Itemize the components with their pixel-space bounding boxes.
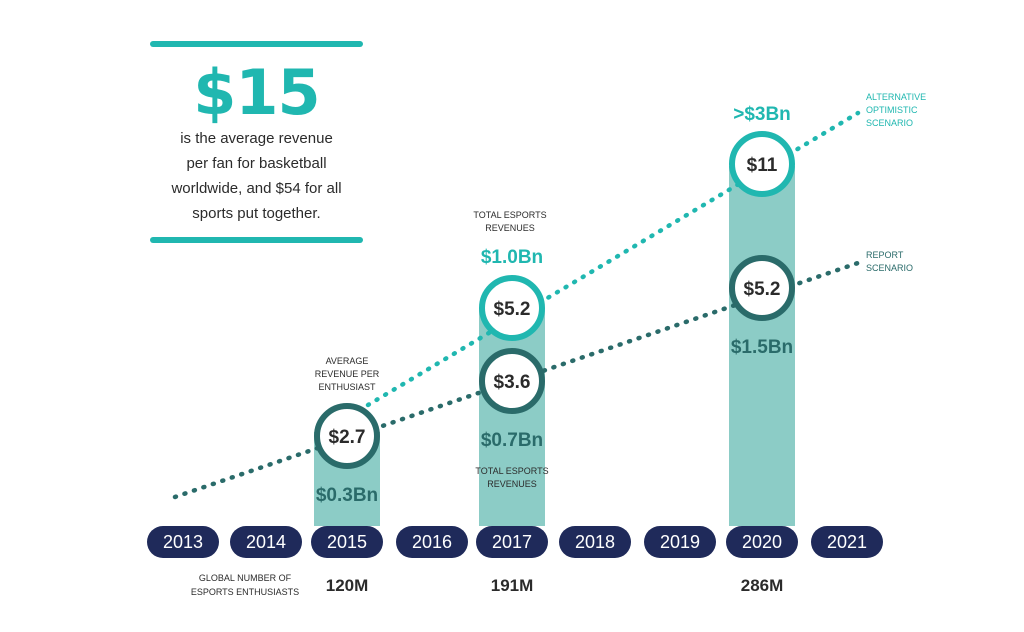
arpe-label-2017: $3.6 bbox=[494, 372, 531, 393]
total-revenue-annotation-bottom: TOTAL ESPORTS bbox=[475, 466, 548, 476]
year-pill-2019 bbox=[644, 526, 716, 558]
legend-report: REPORT bbox=[866, 250, 904, 260]
arpe-circle-2017 bbox=[479, 348, 545, 414]
bar-2017 bbox=[479, 308, 545, 526]
arpe-annotation: AVERAGE bbox=[326, 356, 369, 366]
arpe-circle-2020 bbox=[729, 131, 795, 197]
legend-alternative: ALTERNATIVE bbox=[866, 92, 926, 102]
year-pill-2020 bbox=[726, 526, 798, 558]
callout-line: per fan for basketball bbox=[186, 155, 327, 172]
year-label-2020: 2020 bbox=[742, 532, 782, 552]
total-revenue-annotation-bottom: REVENUES bbox=[487, 479, 537, 489]
callout-line: sports put together. bbox=[192, 205, 321, 222]
year-label-2016: 2016 bbox=[412, 532, 452, 552]
total-revenue-annotation-top: TOTAL ESPORTS bbox=[473, 210, 546, 220]
year-label-2017: 2017 bbox=[492, 532, 532, 552]
optimistic-revenue-2017: $1.0Bn bbox=[481, 247, 543, 268]
callout-line: is the average revenue bbox=[180, 130, 333, 147]
legend-alternative: OPTIMISTIC bbox=[866, 105, 918, 115]
enthusiasts-label: GLOBAL NUMBER OF bbox=[199, 573, 292, 583]
total-revenue-annotation-top: REVENUES bbox=[485, 223, 535, 233]
callout-bottom-rule bbox=[150, 237, 363, 243]
optimistic-revenue-2020: >$3Bn bbox=[733, 104, 791, 125]
year-label-2021: 2021 bbox=[827, 532, 867, 552]
year-label-2013: 2013 bbox=[163, 532, 203, 552]
year-pill-2017 bbox=[476, 526, 548, 558]
year-label-2018: 2018 bbox=[575, 532, 615, 552]
enthusiasts-value-2015: 120M bbox=[326, 576, 369, 595]
revenue-label-2017: $0.7Bn bbox=[481, 430, 543, 451]
enthusiasts-value-2017: 191M bbox=[491, 576, 534, 595]
year-label-2015: 2015 bbox=[327, 532, 367, 552]
arpe-label-2015: $2.7 bbox=[329, 427, 366, 448]
bar-2020 bbox=[729, 166, 795, 526]
arpe-circle-2017 bbox=[479, 275, 545, 341]
year-pill-2015 bbox=[311, 526, 383, 558]
callout-top-rule bbox=[150, 41, 363, 47]
legend-report: SCENARIO bbox=[866, 263, 913, 273]
enthusiasts-value-2020: 286M bbox=[741, 576, 784, 595]
year-label-2014: 2014 bbox=[246, 532, 286, 552]
callout-text: is the average revenue per fan for baske… bbox=[150, 126, 363, 226]
callout-line: worldwide, and $54 for all bbox=[171, 180, 342, 197]
enthusiasts-label: ESPORTS ENTHUSIASTS bbox=[191, 587, 299, 597]
arpe-label-2020: $11 bbox=[747, 155, 778, 176]
year-label-2019: 2019 bbox=[660, 532, 700, 552]
arpe-label-2020: $5.2 bbox=[744, 279, 781, 300]
year-pill-2013 bbox=[147, 526, 219, 558]
year-pill-2021 bbox=[811, 526, 883, 558]
arpe-circle-2015 bbox=[314, 403, 380, 469]
legend-alternative: SCENARIO bbox=[866, 118, 913, 128]
callout-headline: $15 bbox=[193, 56, 320, 129]
arpe-annotation: REVENUE PER bbox=[315, 369, 380, 379]
revenue-label-2020: $1.5Bn bbox=[731, 337, 793, 358]
year-pill-2018 bbox=[559, 526, 631, 558]
year-pill-2014 bbox=[230, 526, 302, 558]
revenue-label-2015: $0.3Bn bbox=[316, 485, 378, 506]
arpe-circle-2020 bbox=[729, 255, 795, 321]
year-pill-2016 bbox=[396, 526, 468, 558]
arpe-label-2017: $5.2 bbox=[494, 299, 531, 320]
arpe-annotation: ENTHUSIAST bbox=[318, 382, 376, 392]
